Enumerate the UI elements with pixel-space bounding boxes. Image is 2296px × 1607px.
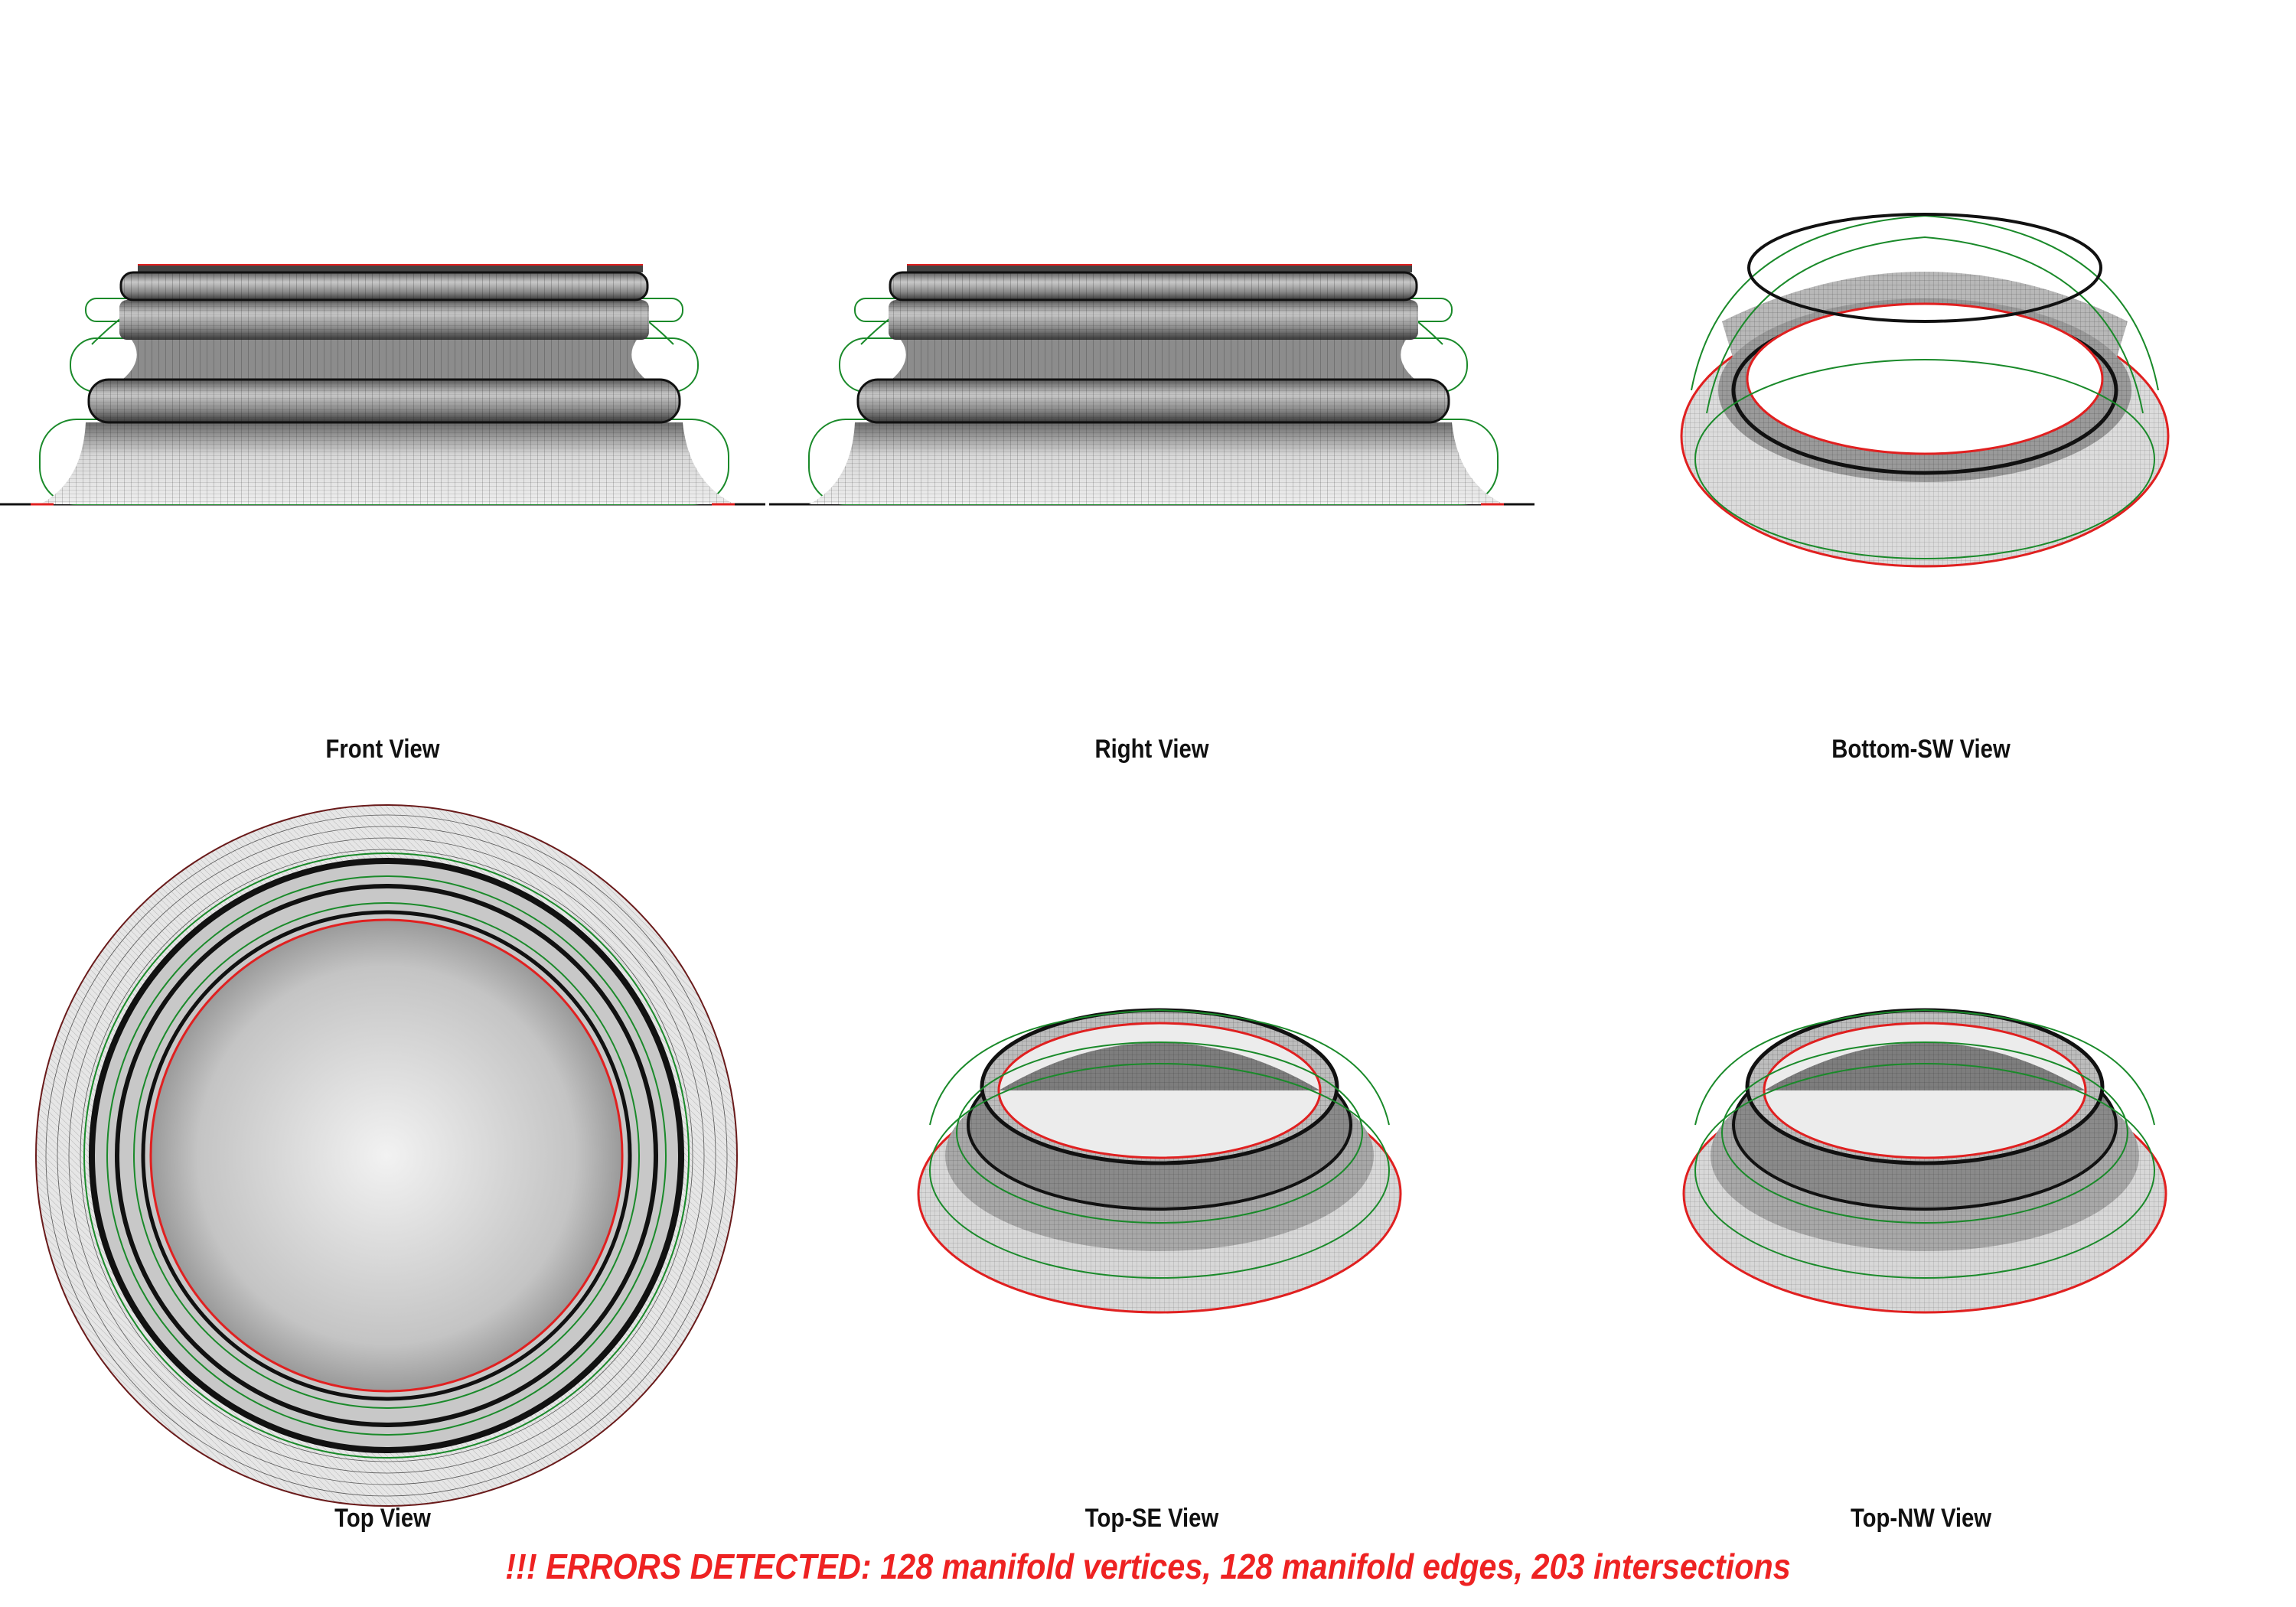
top-nw-view-label: Top-NW View — [1850, 1504, 1992, 1533]
right-view-render — [769, 264, 1534, 506]
bottom-sw-view-render — [1680, 213, 2170, 568]
top-view-panel — [31, 800, 742, 1511]
front-view-panel — [0, 253, 765, 513]
top-view-label: Top View — [334, 1504, 431, 1533]
front-view-label: Front View — [325, 735, 440, 764]
right-view-panel — [769, 253, 1534, 513]
front-view-render — [0, 264, 765, 506]
top-se-view-panel — [907, 972, 1412, 1370]
top-view-render — [35, 804, 738, 1507]
bottom-sw-view-panel — [1676, 207, 2181, 605]
bottom-sw-view-label: Bottom-SW View — [1831, 735, 2011, 764]
top-nw-view-render — [1682, 1008, 2167, 1314]
top-nw-view-panel — [1676, 972, 2181, 1370]
top-se-view-render — [917, 1008, 1402, 1314]
right-view-label: Right View — [1094, 735, 1209, 764]
error-message: !!! ERRORS DETECTED: 128 manifold vertic… — [505, 1547, 1791, 1586]
top-se-view-label: Top-SE View — [1084, 1504, 1219, 1533]
